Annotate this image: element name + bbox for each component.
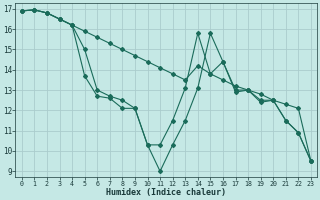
X-axis label: Humidex (Indice chaleur): Humidex (Indice chaleur) <box>106 188 226 197</box>
